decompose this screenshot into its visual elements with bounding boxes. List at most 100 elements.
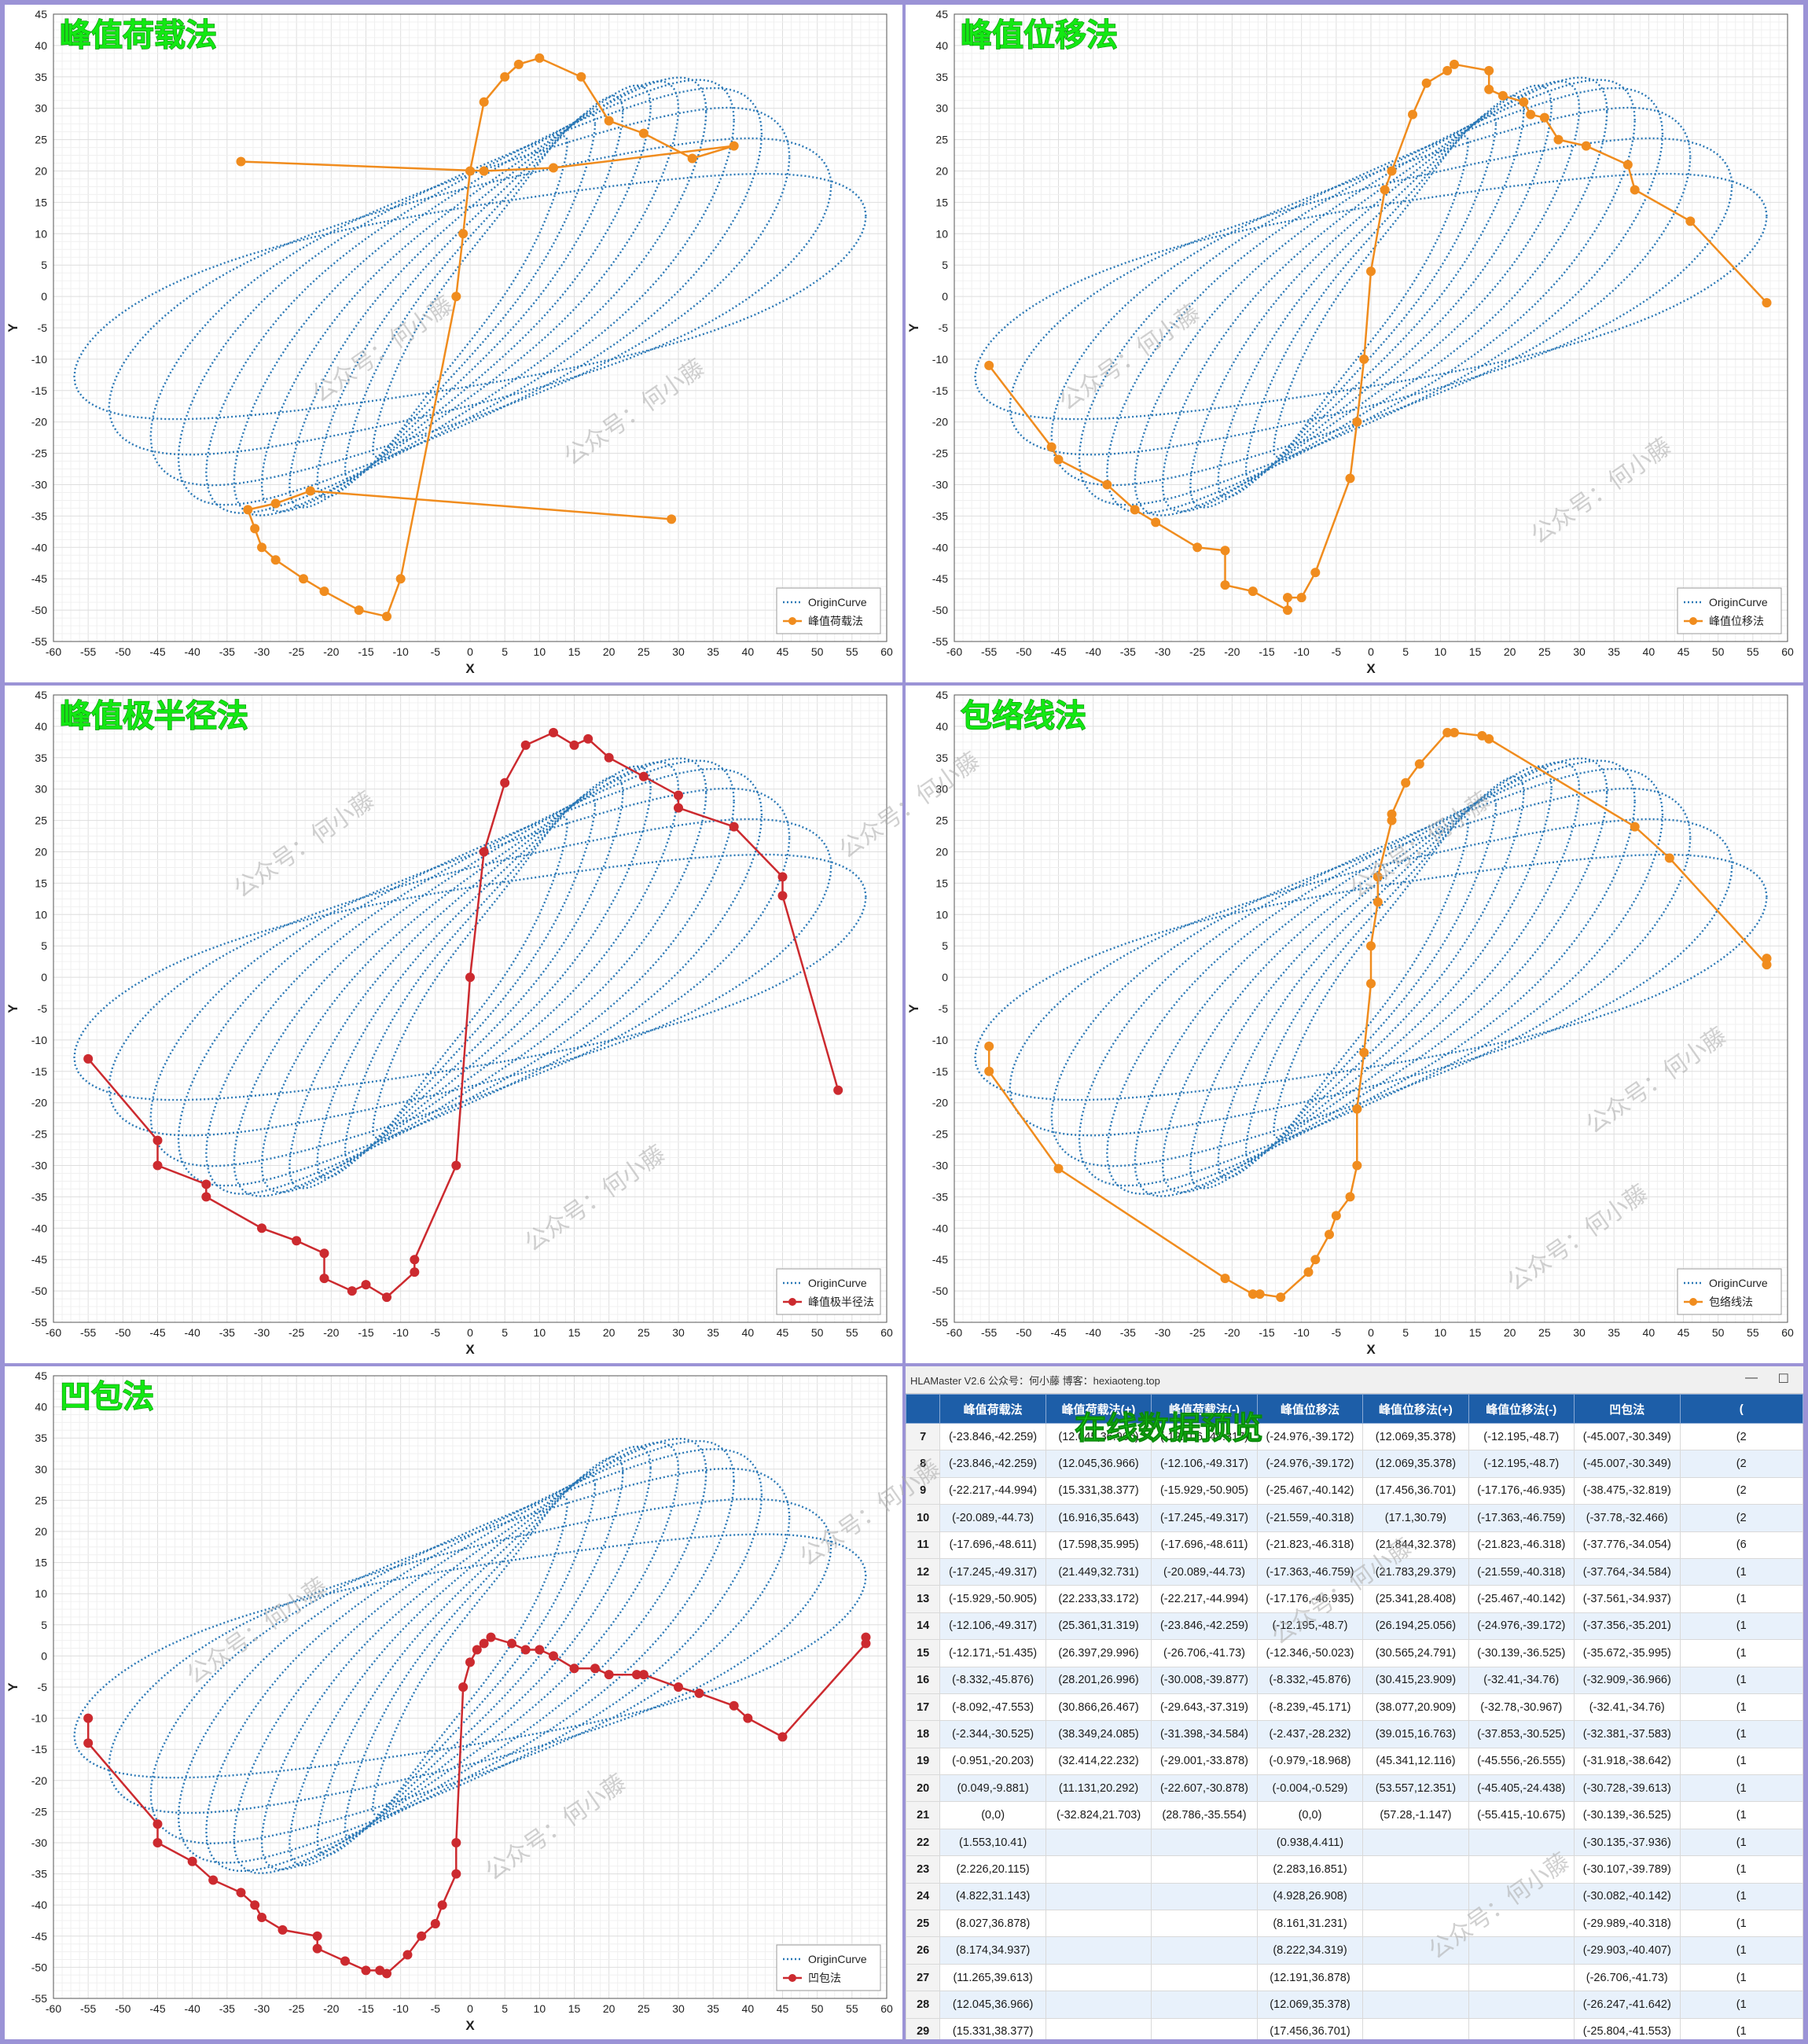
table-row[interactable]: 9 (-22.217,-44.994) (15.331,38.377) (-15.92… [906, 1476, 1803, 1505]
y-tick-label: 0 [942, 290, 948, 303]
origin-curve-loop [177, 1448, 763, 1864]
data-point [535, 1645, 545, 1655]
table-cell [1362, 1963, 1469, 1992]
table-cell [1362, 1882, 1469, 1911]
x-tick-label: -5 [431, 645, 441, 658]
table-cell: (-38.475,-32.819) [1574, 1476, 1681, 1505]
data-point [729, 822, 739, 832]
x-tick-label: 45 [1678, 645, 1690, 658]
data-point [1401, 778, 1411, 788]
column-header[interactable]: 峰值荷载法(+) [1045, 1394, 1152, 1424]
y-tick-label: 35 [935, 752, 948, 764]
column-header[interactable]: 峰值荷载法 [939, 1394, 1046, 1424]
maximize-button[interactable]: ☐ [1777, 1373, 1789, 1386]
data-point [583, 733, 593, 744]
data-point [861, 1638, 871, 1649]
table-row[interactable]: 21 (0,0) (-32.824,21.703) (28.786,-35.554)(… [906, 1801, 1803, 1829]
y-tick-label: -25 [932, 1128, 948, 1141]
x-tick-label: -10 [393, 1326, 409, 1339]
table-cell: (-29.989,-40.318) [1574, 1910, 1681, 1938]
y-tick-label: 30 [35, 783, 47, 796]
table-row[interactable]: 23 (2.226,20.115) (2.283,16.851) (-30.107,-… [906, 1855, 1803, 1884]
y-tick-label: -40 [932, 541, 948, 553]
column-header[interactable]: ( [1679, 1394, 1803, 1424]
y-tick-label: -10 [932, 353, 948, 366]
table-cell [1362, 1910, 1469, 1938]
table-row[interactable]: 18 (-2.344,-30.525) (38.349,24.085) (-31.39… [906, 1720, 1803, 1748]
table-cell: (-23.846,-42.259) [1151, 1612, 1258, 1641]
table-cell: (53.557,12.351) [1362, 1774, 1469, 1803]
data-point [520, 740, 531, 750]
table-cell: (-26.247,-41.642) [1574, 1991, 1681, 2019]
table-cell: (-15.929,-50.905) [939, 1585, 1046, 1613]
table-row[interactable]: 26 (8.174,34.937) (8.222,34.319) (-29.903,-… [906, 1936, 1803, 1965]
table-cell [1151, 1936, 1258, 1965]
y-tick-label: 5 [942, 939, 948, 952]
x-tick-label: 20 [603, 645, 616, 658]
table-row[interactable]: 17 (-8.092,-47.553) (30.866,26.467) (-29.64… [906, 1693, 1803, 1722]
table-cell: (-31.918,-38.642) [1574, 1747, 1681, 1776]
table-cell: (30.866,26.467) [1045, 1693, 1152, 1722]
data-point [1414, 759, 1424, 769]
table-cell: (28.786,-35.554) [1151, 1801, 1258, 1829]
x-tick-label: -40 [185, 2002, 200, 2015]
y-tick-label: -20 [31, 416, 47, 428]
table-row[interactable]: 29 (15.331,38.377) (17.456,36.701) (-25.804… [906, 2017, 1803, 2039]
origin-curve-loop [288, 84, 652, 509]
table-row[interactable]: 8 (-23.846,-42.259) (12.045,36.966) (-12.10… [906, 1450, 1803, 1478]
table-row[interactable]: 25 (8.027,36.878) (8.161,31.231) (-29.989,-… [906, 1910, 1803, 1938]
x-tick-label: -45 [1050, 645, 1066, 658]
data-point [187, 1856, 197, 1866]
table-row[interactable]: 20 (0.049,-9.881) (11.131,20.292) (-22.607,… [906, 1774, 1803, 1803]
x-tick-label: 40 [1643, 645, 1655, 658]
table-cell: (-45.007,-30.349) [1574, 1450, 1681, 1478]
data-point [549, 1651, 558, 1661]
table-row[interactable]: 13 (-15.929,-50.905) (22.233,33.172) (-22.2… [906, 1585, 1803, 1613]
table-cell: (-23.846,-42.259) [939, 1422, 1046, 1451]
data-point [465, 1657, 475, 1667]
x-tick-label: 20 [603, 1326, 616, 1339]
table-cell: (8.174,34.937) [939, 1936, 1046, 1965]
x-tick-label: -5 [431, 1326, 441, 1339]
column-header[interactable]: 峰值位移法(-) [1468, 1394, 1575, 1424]
x-tick-label: 25 [638, 1326, 650, 1339]
overlay-title: 在线数据预览 [1075, 1410, 1264, 1447]
origin-curve-loop [73, 853, 867, 1101]
data-point [257, 542, 266, 553]
x-tick-label: -15 [358, 645, 373, 658]
table-cell [1045, 1963, 1152, 1992]
origin-curve-loop [1106, 79, 1636, 514]
table-row[interactable]: 7 (-23.846,-42.259) (12.045,36.966) (-12.10… [906, 1422, 1803, 1451]
x-tick-label: -30 [254, 1326, 270, 1339]
column-header[interactable] [906, 1394, 941, 1424]
table-row[interactable]: 28 (12.045,36.966) (12.069,35.378) (-26.247… [906, 1991, 1803, 2019]
x-tick-label: 0 [1368, 645, 1374, 658]
table-row[interactable]: 24 (4.822,31.143) (4.928,26.908) (-30.082,-… [906, 1882, 1803, 1911]
table-row[interactable]: 14 (-12.106,-49.317) (25.361,31.319) (-23.8… [906, 1612, 1803, 1641]
table-row[interactable]: 11 (-17.696,-48.611) (17.598,35.995) (-17.6… [906, 1531, 1803, 1559]
column-header[interactable]: 峰值荷载法(-) [1151, 1394, 1258, 1424]
column-header[interactable]: 峰值位移法 [1256, 1394, 1364, 1424]
table-row[interactable]: 19 (-0.951,-20.203) (32.414,22.232) (-29.00… [906, 1747, 1803, 1776]
data-point [1762, 960, 1772, 970]
data-point [1373, 872, 1383, 882]
table-cell: (57.28,-1.147) [1362, 1801, 1469, 1829]
table-cell: (1 [1679, 1910, 1803, 1938]
table-row[interactable]: 27 (11.265,39.613) (12.191,36.878) (-26.706… [906, 1963, 1803, 1992]
y-tick-label: -55 [31, 1992, 47, 2005]
y-tick-label: 10 [35, 227, 47, 240]
column-header[interactable]: 凹包法 [1574, 1394, 1681, 1424]
table-row[interactable]: 15 (-12.171,-51.435) (26.397,29.996) (-26.7… [906, 1639, 1803, 1667]
table-row[interactable]: 16 (-8.332,-45.876) (28.201,26.996) (-30.00… [906, 1666, 1803, 1694]
data-point [984, 1041, 994, 1051]
x-tick-label: 10 [1435, 1326, 1447, 1339]
table-row[interactable]: 12 (-17.245,-49.317) (21.449,32.731) (-20.0… [906, 1557, 1803, 1586]
minimize-button[interactable]: — [1745, 1371, 1758, 1384]
data-point [576, 72, 586, 82]
x-tick-label: 60 [880, 645, 893, 658]
x-tick-label: 0 [467, 1326, 473, 1339]
table-row[interactable]: 10 (-20.089,-44.73) (16.916,35.643) (-17.24… [906, 1504, 1803, 1532]
column-header[interactable]: 峰值位移法(+) [1362, 1394, 1469, 1424]
table-row[interactable]: 22 (1.553,10.41) (0.938,4.411) (-30.135,-37… [906, 1828, 1803, 1857]
row-index: 7 [906, 1422, 941, 1451]
